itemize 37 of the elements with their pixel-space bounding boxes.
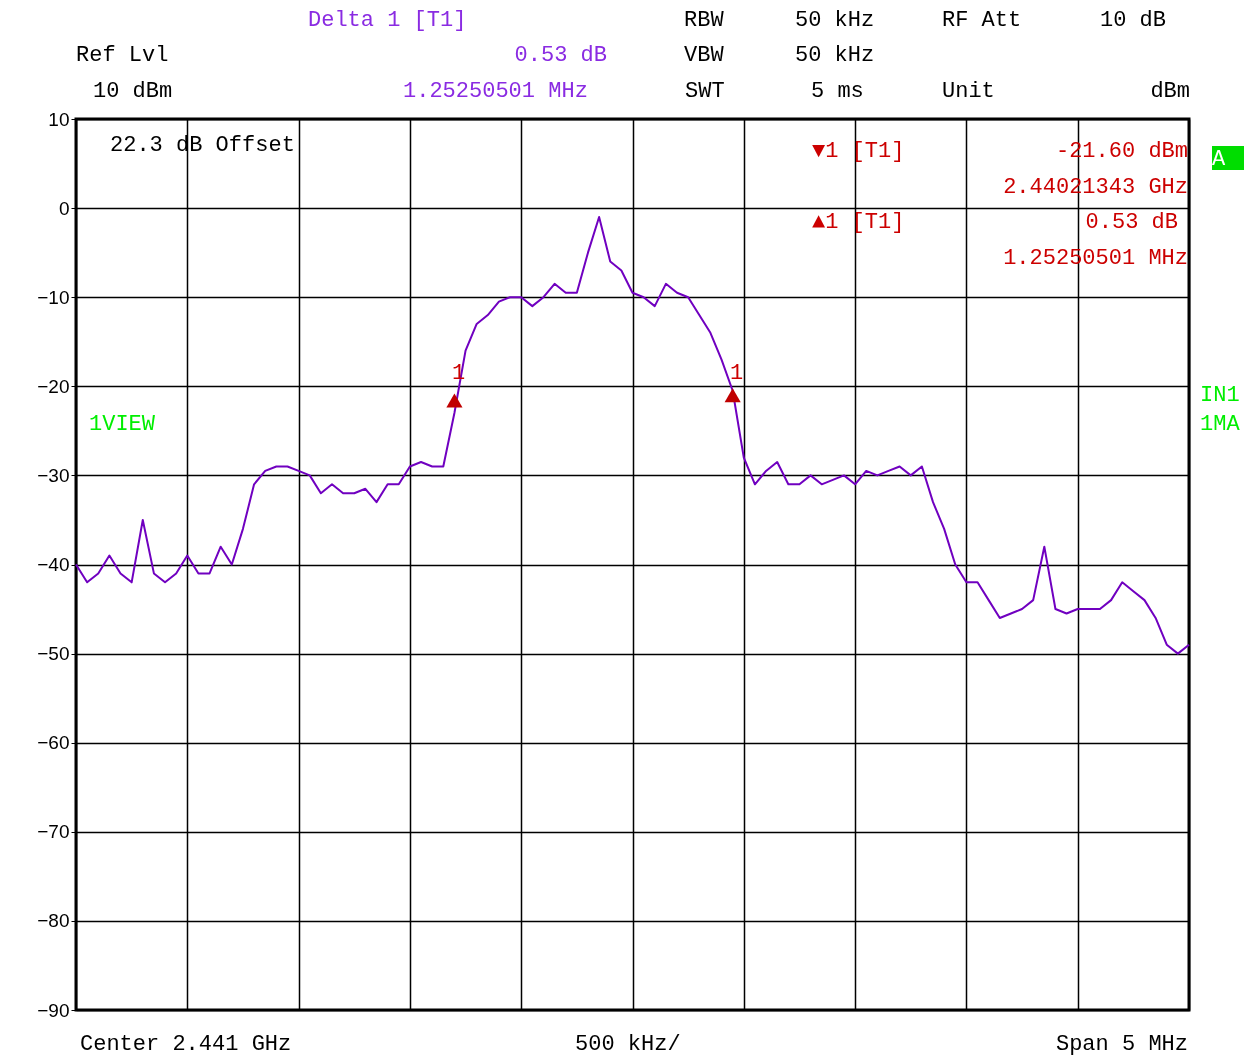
- y-tick-label: −60: [37, 732, 70, 754]
- y-tick-label: −10: [37, 286, 70, 308]
- y-tick-label: −40: [37, 554, 70, 575]
- y-tick-label: 10: [48, 108, 70, 130]
- annotation: ▼1 [T1]: [812, 139, 905, 164]
- text: 10 dB: [1100, 8, 1167, 33]
- text: Ref Lvl: [76, 43, 169, 68]
- y-tick-label: −30: [37, 464, 70, 486]
- text: 5 ms: [811, 79, 864, 104]
- text: 10 dBm: [93, 79, 173, 104]
- text: 1MA: [1200, 412, 1241, 437]
- text: SWT: [685, 79, 725, 104]
- text: 500 kHz/: [575, 1032, 681, 1057]
- y-tick-label: −50: [37, 643, 70, 665]
- annotation: 1VIEW: [89, 412, 156, 437]
- text: Span 5 MHz: [1055, 1032, 1188, 1057]
- text: dBm: [1150, 79, 1190, 104]
- text: A: [1212, 147, 1226, 172]
- text: VBW: [684, 43, 725, 68]
- text: Unit: [942, 79, 995, 104]
- text: RF Att: [942, 8, 1022, 33]
- text: 0.53 dB: [514, 43, 607, 68]
- text: Delta 1 [T1]: [308, 8, 467, 33]
- text: Center 2.441 GHz: [80, 1032, 292, 1057]
- y-tick-label: −80: [37, 910, 70, 932]
- y-tick-label: −90: [37, 999, 70, 1021]
- text: 50 kHz: [795, 8, 875, 33]
- annotation: ▲1 [T1]: [812, 210, 905, 235]
- annotation: 0.53 dB: [1085, 210, 1178, 235]
- annotation: 1: [730, 361, 744, 386]
- y-tick-label: −20: [37, 375, 70, 397]
- text: 1.25250501 MHz: [403, 79, 588, 104]
- text: 50 kHz: [795, 43, 875, 68]
- text: RBW: [684, 8, 725, 33]
- y-tick-label: −70: [37, 821, 70, 843]
- text: IN1: [1200, 383, 1240, 408]
- y-tick-label: 0: [58, 197, 70, 219]
